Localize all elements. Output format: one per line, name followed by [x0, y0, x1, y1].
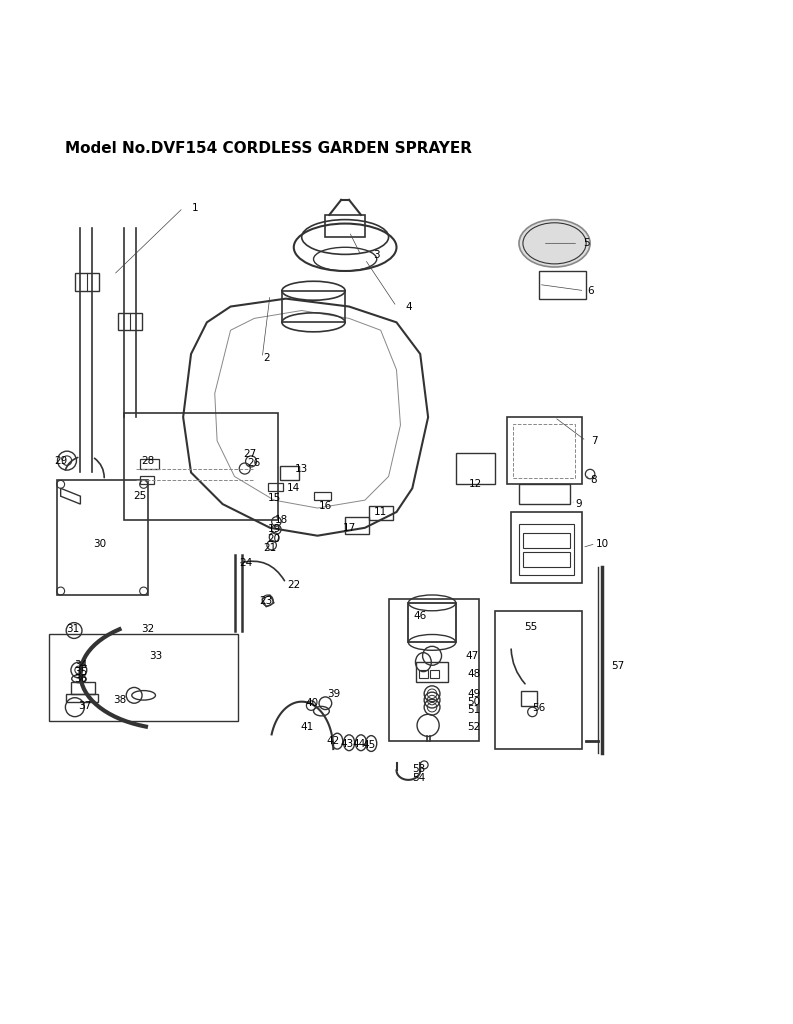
Text: 42: 42 — [327, 736, 340, 746]
Text: 41: 41 — [301, 722, 314, 732]
Bar — [118, 313, 142, 331]
Text: 17: 17 — [343, 523, 356, 532]
Text: 30: 30 — [94, 539, 107, 549]
Bar — [538, 271, 586, 299]
Text: 19: 19 — [267, 524, 281, 535]
Text: 37: 37 — [78, 700, 91, 711]
Text: 53: 53 — [412, 764, 425, 774]
Text: 13: 13 — [295, 464, 308, 473]
Bar — [282, 291, 345, 323]
Text: 4: 4 — [405, 301, 412, 311]
Text: 12: 12 — [469, 479, 482, 489]
Text: 11: 11 — [374, 507, 387, 517]
Text: 5: 5 — [583, 239, 589, 249]
Bar — [75, 273, 98, 291]
Bar — [57, 480, 147, 595]
Text: 31: 31 — [66, 624, 79, 634]
Text: 23: 23 — [259, 596, 273, 605]
Text: 24: 24 — [239, 558, 253, 568]
Text: 48: 48 — [467, 669, 481, 679]
Text: 25: 25 — [133, 492, 146, 501]
Text: 47: 47 — [465, 651, 478, 660]
Bar — [523, 534, 570, 548]
Text: 44: 44 — [352, 738, 366, 749]
Bar — [345, 517, 369, 535]
Text: 15: 15 — [267, 493, 281, 503]
Bar — [313, 493, 331, 500]
Text: 57: 57 — [611, 662, 624, 671]
Text: 43: 43 — [340, 738, 354, 749]
Text: 55: 55 — [524, 622, 538, 632]
Text: 14: 14 — [287, 483, 301, 494]
Text: 2: 2 — [262, 353, 270, 362]
Bar — [511, 512, 582, 583]
Text: 54: 54 — [412, 773, 425, 783]
Text: 46: 46 — [414, 611, 427, 622]
Text: 7: 7 — [591, 436, 597, 445]
Text: 52: 52 — [467, 722, 481, 732]
Text: 3: 3 — [374, 250, 380, 260]
Bar — [389, 599, 480, 741]
Bar — [66, 693, 98, 701]
Text: 18: 18 — [275, 515, 289, 525]
Ellipse shape — [519, 219, 590, 267]
Bar — [325, 215, 365, 237]
Bar — [140, 459, 159, 469]
Text: 34: 34 — [74, 659, 87, 670]
Text: 22: 22 — [287, 580, 301, 590]
Bar — [523, 552, 570, 567]
Text: 27: 27 — [243, 449, 257, 459]
Text: 56: 56 — [532, 702, 546, 713]
Bar — [521, 691, 537, 706]
Text: 16: 16 — [319, 501, 332, 511]
Bar — [49, 635, 239, 722]
Text: 29: 29 — [54, 456, 67, 466]
Bar — [408, 603, 456, 642]
Bar — [519, 484, 570, 504]
Bar — [519, 524, 574, 575]
Bar — [369, 506, 393, 520]
Text: 1: 1 — [192, 203, 198, 213]
Text: 8: 8 — [591, 475, 597, 485]
Text: 49: 49 — [467, 689, 481, 698]
Text: 36: 36 — [74, 674, 87, 684]
Text: Model No.DVF154 CORDLESS GARDEN SPRAYER: Model No.DVF154 CORDLESS GARDEN SPRAYER — [64, 140, 472, 156]
Bar — [140, 476, 154, 484]
Bar — [419, 670, 428, 678]
Bar — [124, 414, 278, 520]
Text: 26: 26 — [247, 458, 261, 468]
Text: 20: 20 — [267, 534, 281, 544]
Bar — [496, 610, 582, 750]
Text: 10: 10 — [596, 539, 608, 549]
Bar — [508, 417, 582, 484]
Bar — [280, 466, 299, 480]
Text: 50: 50 — [467, 696, 481, 707]
Bar — [456, 453, 496, 484]
Bar — [513, 424, 575, 478]
Text: 32: 32 — [141, 624, 154, 634]
Text: 9: 9 — [575, 499, 581, 509]
Text: 21: 21 — [263, 543, 277, 553]
Text: 38: 38 — [113, 695, 127, 706]
Text: 45: 45 — [362, 740, 375, 751]
Text: 39: 39 — [327, 689, 340, 698]
Text: 35: 35 — [74, 667, 87, 677]
Bar — [416, 663, 448, 682]
Bar — [71, 682, 94, 693]
Text: 33: 33 — [149, 651, 162, 660]
Text: 6: 6 — [587, 286, 593, 296]
Text: 28: 28 — [141, 456, 154, 466]
Bar — [430, 670, 439, 678]
Text: 51: 51 — [467, 705, 481, 715]
Bar — [269, 482, 283, 490]
Text: 40: 40 — [305, 698, 319, 709]
